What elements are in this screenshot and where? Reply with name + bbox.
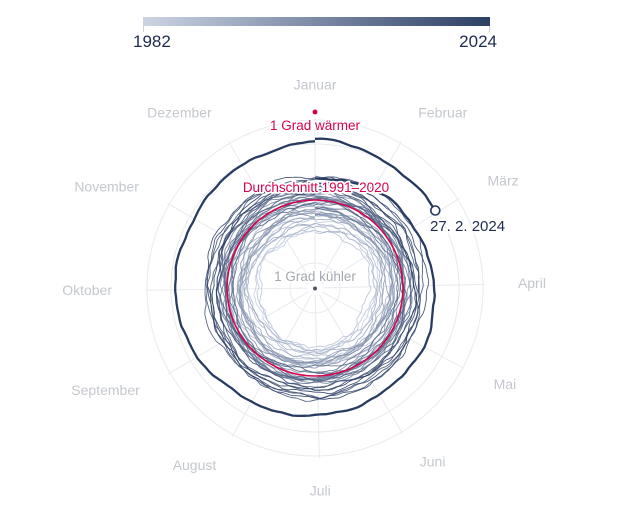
year-line-1989	[244, 223, 379, 352]
month-label-juli: Juli	[310, 482, 331, 498]
month-label-september: September	[71, 382, 140, 398]
month-label-juni: Juni	[420, 453, 446, 469]
year-line-2008	[230, 201, 401, 368]
latest-date-label: 27. 2. 2024	[430, 218, 505, 235]
legend-start-year-label: 1982	[133, 32, 171, 51]
month-label-august: August	[173, 457, 217, 473]
average-ring-label: Durchschnitt 1991–2020	[243, 180, 389, 195]
average-1991-2020-ring	[226, 199, 404, 377]
year-line-2022	[211, 179, 418, 395]
month-label-dezember: Dezember	[147, 105, 212, 121]
year-line-1985	[256, 227, 372, 349]
one-degree-warmer-label: 1 Grad wärmer	[270, 118, 361, 133]
month-label-mai: Mai	[494, 376, 517, 392]
month-label-marz: März	[488, 173, 519, 189]
year-line-1999	[239, 212, 393, 369]
year-line-1992	[243, 222, 383, 354]
year-line-2024	[314, 137, 437, 212]
year-line-2021	[215, 183, 418, 391]
grid-spoke	[314, 295, 320, 458]
year-lines-1982-2022	[204, 175, 430, 402]
center-dot	[313, 286, 317, 291]
year-line-1994	[237, 205, 386, 364]
year-color-legend: 1982 2024	[133, 17, 497, 51]
year-line-2020	[206, 176, 430, 400]
latest-day-marker	[429, 205, 441, 216]
one-degree-warmer-dot	[312, 109, 318, 115]
legend-end-year-label: 2024	[459, 32, 497, 51]
month-labels: Januar Februar März April Mai Juni Juli August S…	[62, 77, 546, 499]
year-line-2000	[236, 208, 395, 364]
year-line-2019	[206, 176, 421, 399]
year-line-2023	[174, 140, 436, 418]
month-label-februar: Februar	[418, 105, 467, 121]
year-lines-2023-2024	[174, 137, 437, 418]
year-line-1991	[239, 211, 394, 366]
year-line-1993	[238, 215, 384, 360]
year-line-2003	[221, 191, 412, 384]
year-line-2005	[219, 195, 413, 381]
month-label-november: November	[74, 179, 139, 195]
grid-spoke	[231, 294, 312, 437]
month-label-oktober: Oktober	[62, 282, 112, 298]
year-line-2012	[224, 199, 405, 375]
year-line-1986	[246, 219, 381, 358]
polar-grid	[145, 118, 485, 458]
one-degree-cooler-label: 1 Grad kühler	[274, 269, 356, 284]
month-label-januar: Januar	[294, 77, 337, 93]
year-gradient-bar	[143, 17, 490, 26]
month-label-april: April	[518, 275, 546, 291]
